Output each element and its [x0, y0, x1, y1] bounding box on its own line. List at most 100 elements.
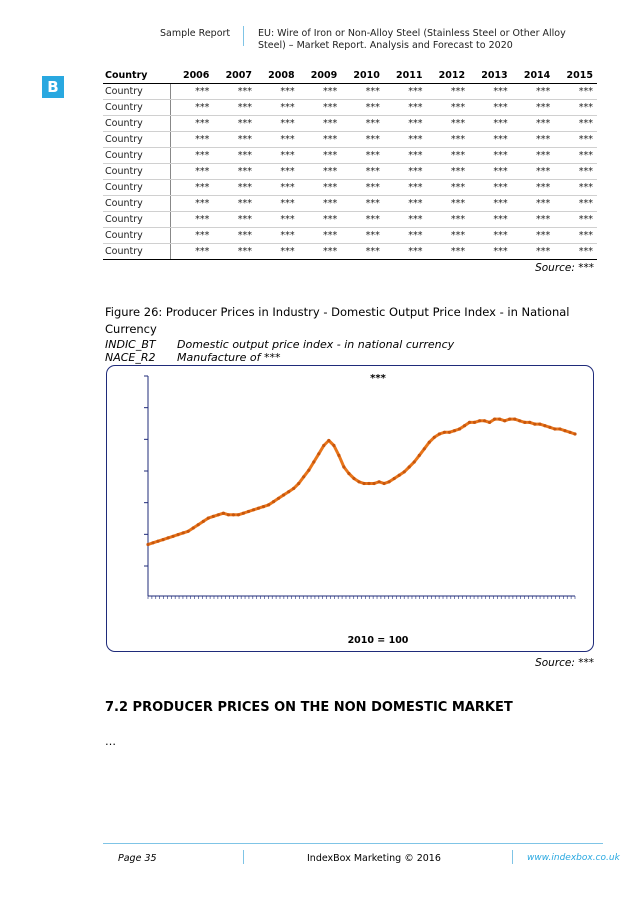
- row-value-cell: ***: [256, 147, 299, 164]
- footer-separator: [512, 850, 513, 864]
- data-point: [528, 420, 532, 424]
- row-country-cell: Country: [103, 243, 172, 260]
- chart-title: ***: [370, 373, 386, 384]
- row-value-cell: ***: [554, 227, 597, 244]
- row-value-cell: ***: [213, 243, 257, 260]
- figure-title: Figure 26: Producer Prices in Industry -…: [105, 305, 570, 336]
- table-row: Country *** *** *** *** *** *** *** *** *** ***: [103, 131, 597, 148]
- data-point: [367, 481, 371, 486]
- row-country-cell: Country: [103, 115, 172, 132]
- data-point: [156, 539, 160, 543]
- row-value-cell: ***: [511, 99, 555, 116]
- data-point: [246, 509, 251, 514]
- row-value-cell: ***: [554, 179, 597, 196]
- data-point: [211, 514, 215, 518]
- row-value-cell: ***: [426, 179, 470, 196]
- meta-value: Manufacture of ***: [177, 351, 281, 364]
- data-point: [277, 496, 281, 500]
- data-point: [513, 417, 517, 421]
- chart-x-label: 2010 = 100: [348, 635, 409, 646]
- footer-separator: [243, 850, 244, 864]
- data-point: [533, 422, 537, 426]
- row-value-cell: ***: [170, 211, 214, 228]
- header-divider: [243, 26, 244, 46]
- data-point: [558, 427, 562, 431]
- data-point: [352, 476, 356, 481]
- row-value-cell: ***: [426, 163, 470, 180]
- data-point: [397, 473, 401, 477]
- row-value-cell: ***: [298, 211, 342, 228]
- row-value-cell: ***: [170, 195, 214, 212]
- row-value-cell: ***: [469, 99, 512, 116]
- row-value-cell: ***: [341, 131, 384, 148]
- country-data-table: Country 2006 2007 2008 2009 2010 2011 2012 2013 2…: [103, 67, 597, 260]
- row-value-cell: ***: [213, 83, 257, 100]
- row-value-cell: ***: [426, 99, 470, 116]
- row-value-cell: ***: [256, 131, 299, 148]
- data-point: [226, 513, 230, 517]
- row-value-cell: ***: [213, 195, 257, 212]
- table-row: Country *** *** *** *** *** *** *** *** *** ***: [103, 163, 597, 180]
- column-header-year: 2015: [554, 67, 597, 84]
- table-row: Country *** *** *** *** *** *** *** *** *** ***: [103, 99, 597, 116]
- row-value-cell: ***: [426, 227, 470, 244]
- data-point: [503, 419, 507, 423]
- row-value-cell: ***: [554, 115, 597, 132]
- meta-value: Domestic output price index - in nationa…: [177, 338, 455, 351]
- row-value-cell: ***: [298, 227, 342, 244]
- row-country-cell: Country: [103, 179, 172, 196]
- row-value-cell: ***: [383, 131, 427, 148]
- row-country-cell: Country: [103, 131, 172, 148]
- row-country-cell: Country: [103, 83, 172, 100]
- row-value-cell: ***: [298, 131, 342, 148]
- row-value-cell: ***: [256, 179, 299, 196]
- section-body: …: [105, 735, 116, 748]
- data-point: [382, 481, 386, 486]
- meta-key: NACE_R2: [105, 351, 156, 364]
- row-value-cell: ***: [383, 211, 427, 228]
- data-point: [508, 417, 512, 421]
- table-row: Country *** *** *** *** *** *** *** *** *** ***: [103, 227, 597, 244]
- row-value-cell: ***: [511, 227, 555, 244]
- footer-website-link[interactable]: www.indexbox.co.uk: [527, 853, 620, 863]
- footer-copyright: IndexBox Marketing © 2016: [307, 853, 441, 864]
- data-point: [357, 480, 361, 484]
- column-header-year: 2012: [426, 67, 470, 84]
- data-point: [282, 493, 286, 497]
- data-point: [452, 429, 456, 433]
- row-value-cell: ***: [554, 83, 597, 100]
- data-point: [442, 430, 446, 434]
- data-point: [221, 511, 225, 515]
- data-point: [201, 519, 205, 523]
- row-country-cell: Country: [103, 195, 172, 212]
- header-report-title: EU: Wire of Iron or Non-Alloy Steel (Sta…: [258, 28, 566, 51]
- row-value-cell: ***: [213, 227, 257, 244]
- data-point: [387, 480, 391, 484]
- row-value-cell: ***: [426, 243, 470, 260]
- row-value-cell: ***: [256, 227, 299, 244]
- row-value-cell: ***: [341, 243, 384, 260]
- row-value-cell: ***: [469, 115, 512, 132]
- data-point: [196, 523, 200, 527]
- row-value-cell: ***: [298, 99, 342, 116]
- row-value-cell: ***: [511, 211, 555, 228]
- row-value-cell: ***: [469, 227, 512, 244]
- row-value-cell: ***: [213, 211, 257, 228]
- data-point: [231, 513, 235, 517]
- data-point: [287, 490, 291, 494]
- row-value-cell: ***: [383, 115, 427, 132]
- row-value-cell: ***: [298, 83, 342, 100]
- data-point: [483, 419, 487, 423]
- data-point: [337, 453, 341, 457]
- row-value-cell: ***: [511, 83, 555, 100]
- data-point: [472, 420, 477, 424]
- data-point: [447, 430, 451, 434]
- data-point: [372, 481, 376, 486]
- section-heading: 7.2 PRODUCER PRICES ON THE NON DOMESTIC …: [105, 700, 513, 715]
- data-point: [332, 443, 336, 448]
- row-value-cell: ***: [341, 147, 384, 164]
- row-value-cell: ***: [213, 99, 257, 116]
- meta-key: INDIC_BT: [105, 338, 156, 351]
- data-point: [563, 429, 567, 433]
- row-value-cell: ***: [554, 99, 597, 116]
